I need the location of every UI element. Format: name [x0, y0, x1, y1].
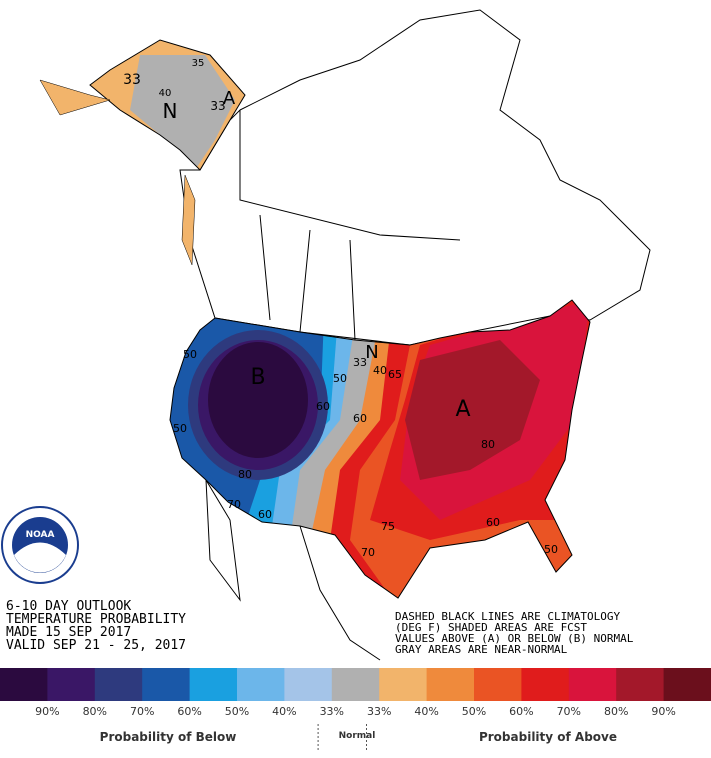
legend-swatch [426, 668, 475, 701]
map-label: 35 [192, 58, 205, 69]
map-label: A [455, 397, 470, 422]
map-label: 75 [381, 520, 395, 533]
map-label: A [223, 88, 236, 109]
map-label: 60 [353, 412, 367, 425]
notes-text: DASHED BLACK LINES ARE CLIMATOLOGY(DEG F… [395, 610, 634, 656]
svg-text:NOAA: NOAA [26, 530, 55, 540]
legend-above: Probability of Above [479, 730, 617, 744]
map-label: 65 [388, 368, 402, 381]
noaa-logo: NOAA [1, 506, 79, 584]
note-line: DASHED BLACK LINES ARE CLIMATOLOGY [395, 610, 621, 623]
map-label: 33 [210, 99, 225, 113]
bc-coast [181, 174, 196, 266]
note-line: GRAY AREAS ARE NEAR-NORMAL [395, 643, 568, 656]
map-label: N [365, 342, 378, 363]
legend-label: 70% [130, 705, 154, 718]
legend-swatch [568, 668, 617, 701]
legend-swatch [616, 668, 665, 701]
map-label: 60 [258, 508, 272, 521]
legend-below: Probability of Below [100, 730, 237, 744]
legend-label: 80% [83, 705, 107, 718]
legend-label: 40% [414, 705, 438, 718]
legend-label: 80% [604, 705, 628, 718]
legend-normal: Normal [339, 731, 376, 741]
map-label: 40 [373, 364, 387, 377]
outlook-line: MADE 15 SEP 2017 [6, 625, 131, 640]
map-label: 33 [123, 72, 141, 88]
legend-label: 33% [367, 705, 391, 718]
legend-label: 40% [272, 705, 296, 718]
legend-swatch [379, 668, 428, 701]
map-label: 60 [316, 400, 330, 413]
map-label: 70 [361, 546, 375, 559]
outlook-line: VALID SEP 21 - 25, 2017 [6, 638, 186, 653]
map-label: B [250, 365, 265, 390]
us-outline [169, 299, 591, 599]
legend-swatch [331, 668, 380, 701]
legend-label: 33% [320, 705, 344, 718]
map-label: 50 [333, 372, 347, 385]
legend-label: 50% [462, 705, 486, 718]
aleutians [39, 79, 111, 116]
legend-swatch [47, 668, 96, 701]
alaska-outline [89, 39, 246, 171]
map-label: 60 [486, 516, 500, 529]
legend-label: 90% [651, 705, 675, 718]
outlook-line: TEMPERATURE PROBABILITY [6, 612, 186, 627]
map-label: 50 [173, 422, 187, 435]
map-label: 70 [227, 498, 241, 511]
legend-swatch [284, 668, 333, 701]
legend-swatch [663, 668, 711, 701]
legend-swatch [521, 668, 570, 701]
legend-swatch [237, 668, 285, 701]
legend-label: 90% [35, 705, 59, 718]
legend-swatch [474, 668, 522, 701]
map-label: 40 [159, 88, 172, 99]
map-label: 80 [481, 438, 495, 451]
legend-label: 60% [177, 705, 201, 718]
legend: 90% 80% 70% 60% 50% 40% 33% 33% 40% 50% 60% 70% 80% 9… [0, 668, 711, 752]
legend-swatch [94, 668, 143, 701]
map-label: 33 [353, 356, 367, 369]
legend-swatch [189, 668, 238, 701]
legend-label: 70% [557, 705, 581, 718]
note-line: VALUES ABOVE (A) OR BELOW (B) NORMAL [395, 632, 634, 645]
note-line: (DEG F) SHADED AREAS ARE FCST [395, 621, 587, 634]
map-label: N [163, 99, 178, 123]
legend-label: 50% [225, 705, 249, 718]
map-label: 80 [238, 468, 252, 481]
legend-label: 60% [509, 705, 533, 718]
map-label: 50 [544, 543, 558, 556]
legend-swatch [0, 668, 48, 701]
legend-swatch [142, 668, 191, 701]
outlook-line: 6-10 DAY OUTLOOK [6, 599, 131, 614]
map-label: 50 [183, 348, 197, 361]
